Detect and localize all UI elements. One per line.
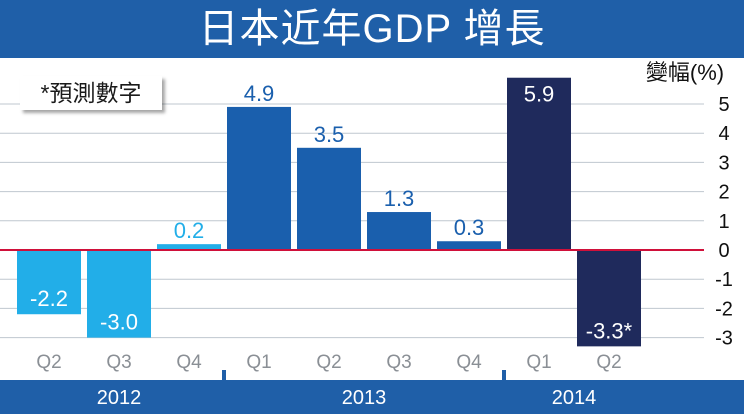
year-label: 2014 (552, 387, 597, 409)
y-tick-label: -3 (715, 328, 733, 350)
y-tick-label: 0 (718, 240, 729, 262)
year-separator (502, 370, 506, 382)
data-label: 0.2 (174, 218, 205, 243)
data-label: 3.5 (314, 122, 345, 147)
bar (367, 212, 431, 250)
year-label: 2013 (342, 387, 387, 409)
data-label: -2.2 (30, 286, 68, 311)
chart-title: 日本近年GDP 增長 (198, 7, 546, 51)
data-label: 4.9 (244, 81, 275, 106)
note-box: *預測數字 (20, 76, 162, 110)
title-band (0, 0, 744, 58)
category-label: Q4 (176, 352, 202, 373)
y-tick-label: -1 (715, 269, 733, 291)
year-separator (222, 370, 226, 382)
data-label: 0.3 (454, 215, 485, 240)
data-label: 1.3 (384, 186, 415, 211)
data-label: -3.3* (586, 318, 633, 343)
category-label: Q3 (386, 352, 411, 373)
y-tick-label: 2 (718, 182, 729, 204)
y-tick-label: 3 (718, 152, 729, 174)
category-label: Q1 (246, 352, 271, 373)
bar (227, 106, 291, 250)
y-tick-label: 1 (718, 211, 729, 233)
year-band (0, 380, 744, 414)
bar (87, 250, 151, 338)
bar (577, 250, 641, 347)
y-tick-label: -2 (715, 298, 733, 320)
y-axis-label: 變幅(%) (646, 60, 724, 85)
data-label: -3.0 (100, 310, 138, 335)
category-label: Q2 (316, 352, 341, 373)
bar (157, 244, 221, 250)
bar (437, 241, 501, 250)
bar (297, 147, 361, 250)
bar (507, 77, 571, 250)
year-label: 2012 (97, 387, 142, 409)
category-label: Q3 (106, 352, 131, 373)
y-tick-label: 5 (718, 94, 729, 116)
note-text: *預測數字 (40, 80, 142, 106)
category-label: Q4 (456, 352, 482, 373)
category-label: Q2 (36, 352, 61, 373)
category-label: Q2 (596, 352, 621, 373)
category-label: Q1 (526, 352, 551, 373)
y-tick-label: 4 (718, 123, 729, 145)
data-label: 5.9 (524, 82, 555, 107)
bar (17, 250, 81, 315)
